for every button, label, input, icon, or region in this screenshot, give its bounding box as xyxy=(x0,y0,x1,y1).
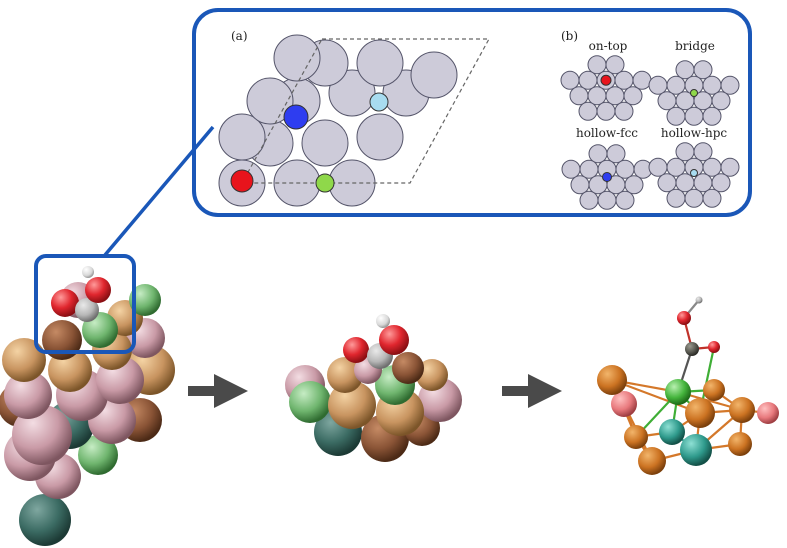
substrate-atom xyxy=(675,142,695,162)
substrate-atom xyxy=(579,159,599,179)
substrate-atom xyxy=(301,119,349,167)
substrate-atom xyxy=(569,86,589,106)
substrate-atom xyxy=(273,34,321,82)
substrate-atom xyxy=(720,157,740,177)
adsorption-site-hcp xyxy=(369,92,389,112)
adsorption-site-fcc xyxy=(283,104,309,130)
substrate-atom xyxy=(560,70,580,90)
substrate-atom xyxy=(711,91,731,111)
substrate-atom xyxy=(597,190,617,210)
ball-and-stick-graph xyxy=(597,296,779,475)
adsorption-site-ontop xyxy=(230,169,254,193)
substrate-atom xyxy=(588,144,608,164)
substrate-atom xyxy=(410,51,458,99)
substrate-atom xyxy=(657,91,677,111)
substrate-atom xyxy=(648,75,668,95)
site-label-bridge: bridge xyxy=(675,39,715,53)
substrate-atom xyxy=(675,60,695,80)
substrate-atom xyxy=(711,173,731,193)
substrate-atom xyxy=(570,175,590,195)
substrate-atom xyxy=(684,188,704,208)
panel-b-label: (b) xyxy=(561,29,578,43)
substrate-atom xyxy=(587,55,607,75)
site-marker-on-top xyxy=(600,74,612,86)
site-motif-on-top xyxy=(560,55,652,121)
substrate-atom xyxy=(657,173,677,193)
substrate-atom xyxy=(648,157,668,177)
substrate-atom xyxy=(606,144,626,164)
substrate-atom xyxy=(579,190,599,210)
unit-cell-outline xyxy=(240,38,491,184)
substrate-atom xyxy=(624,175,644,195)
substrate-atom xyxy=(702,75,722,95)
substrate-atom xyxy=(675,173,695,193)
substrate-atom xyxy=(615,159,635,179)
substrate-atom xyxy=(587,86,607,106)
substrate-atom xyxy=(328,69,376,117)
substrate-atom xyxy=(614,101,634,121)
site-motif-bridge xyxy=(648,60,740,126)
site-label-hollow-fcc: hollow-fcc xyxy=(576,126,638,140)
cluster-full xyxy=(0,266,175,546)
substrate-atom xyxy=(693,142,713,162)
substrate-atom xyxy=(596,101,616,121)
site-label-hollow-hpc: hollow-hpc xyxy=(661,126,728,140)
substrate-atom xyxy=(702,157,722,177)
substrate-atom xyxy=(578,101,598,121)
substrate-surface xyxy=(218,34,458,207)
substrate-atom xyxy=(605,55,625,75)
substrate-atom xyxy=(614,70,634,90)
arrow-right-icon xyxy=(188,374,248,408)
substrate-atom xyxy=(666,157,686,177)
adsorption-site-bridge xyxy=(315,173,335,193)
substrate-atom xyxy=(578,70,598,90)
arrow-right-icon xyxy=(502,374,562,408)
substrate-atom xyxy=(684,106,704,126)
zoom-connector xyxy=(103,125,215,257)
cluster-adsorbed xyxy=(285,314,462,462)
substrate-atom xyxy=(693,60,713,80)
site-types-grid: on-top bridge hollow-fcc hollow-hpc xyxy=(560,39,740,210)
zoom-callout-box xyxy=(34,254,136,354)
substrate-atom xyxy=(666,188,686,208)
substrate-atom xyxy=(702,188,722,208)
site-marker-hollow-fcc xyxy=(602,172,612,182)
panel-a-label: (a) xyxy=(231,29,248,43)
substrate-atom xyxy=(632,70,652,90)
site-motif-hollow-fcc xyxy=(561,144,653,210)
substrate-atom xyxy=(561,159,581,179)
substrate-atom xyxy=(693,173,713,193)
substrate-atom xyxy=(623,86,643,106)
substrate-atom xyxy=(720,75,740,95)
substrate-atom xyxy=(218,113,266,161)
site-marker-bridge xyxy=(690,89,698,97)
zoom-panel: (a) (b) on-top bridge hollow-fcc hollow-hpc xyxy=(192,8,752,217)
substrate-atom xyxy=(666,106,686,126)
substrate-atom xyxy=(605,86,625,106)
site-marker-hollow-hpc xyxy=(690,169,698,177)
substrate-atom xyxy=(356,39,404,87)
substrate-atom xyxy=(246,77,294,125)
site-label-on-top: on-top xyxy=(589,39,628,53)
substrate-atom xyxy=(615,190,635,210)
substrate-atom xyxy=(702,106,722,126)
site-motif-hollow-hpc xyxy=(648,142,740,208)
substrate-atom xyxy=(356,113,404,161)
substrate-atom xyxy=(666,75,686,95)
